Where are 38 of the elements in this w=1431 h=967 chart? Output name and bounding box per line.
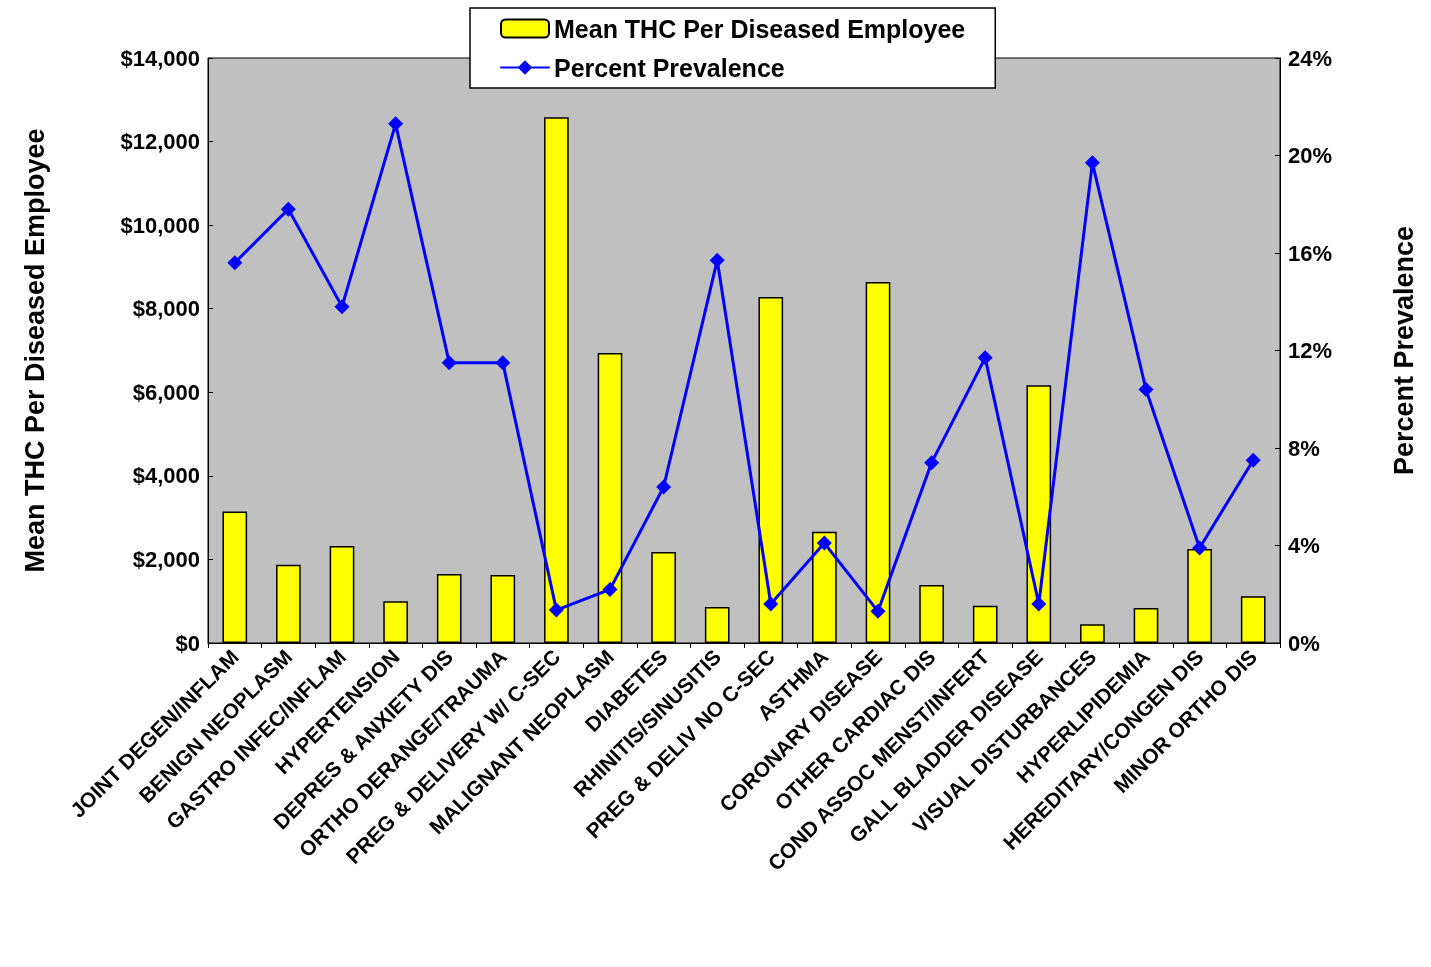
point (709, 252, 725, 268)
y2-tick-label: 24% (1288, 45, 1333, 71)
y2-tick-label: 16% (1288, 240, 1333, 266)
y-tick-label: $12,000 (120, 129, 200, 155)
point (763, 596, 779, 612)
legend-label: Percent Prevalence (554, 53, 785, 82)
point (977, 350, 993, 366)
y2-tick-label: 0% (1288, 630, 1320, 656)
y2-tick-label: 12% (1288, 338, 1333, 363)
y2-axis-title: Percent Prevalence (1388, 225, 1419, 476)
point (924, 455, 940, 471)
y-tick-label: $8,000 (132, 296, 200, 322)
point (334, 299, 350, 315)
legend-label: Mean THC Per Diseased Employee (554, 14, 966, 43)
point (870, 603, 886, 619)
y-tick-label: $2,000 (132, 546, 200, 572)
y-axis-title: Mean THC Per Diseased Employee (19, 128, 50, 573)
point (495, 355, 511, 371)
y-tick-label: $10,000 (120, 212, 200, 238)
point (227, 255, 243, 271)
y2-tick-label: 20% (1288, 143, 1333, 168)
point (280, 201, 296, 217)
point (602, 581, 618, 597)
point (1031, 596, 1047, 612)
point (1192, 540, 1208, 556)
y-tick-label: $4,000 (132, 463, 200, 489)
point (1245, 452, 1261, 468)
y-tick-label: $14,000 (120, 45, 200, 71)
y-tick-label: $6,000 (132, 379, 200, 405)
point (548, 602, 564, 618)
point (1138, 382, 1154, 397)
point (1084, 155, 1100, 171)
y2-tick-label: 4% (1288, 533, 1320, 558)
y2-tick-label: 8% (1288, 435, 1320, 461)
point (816, 535, 832, 551)
point (656, 479, 672, 495)
point (388, 116, 404, 132)
point (441, 355, 457, 371)
